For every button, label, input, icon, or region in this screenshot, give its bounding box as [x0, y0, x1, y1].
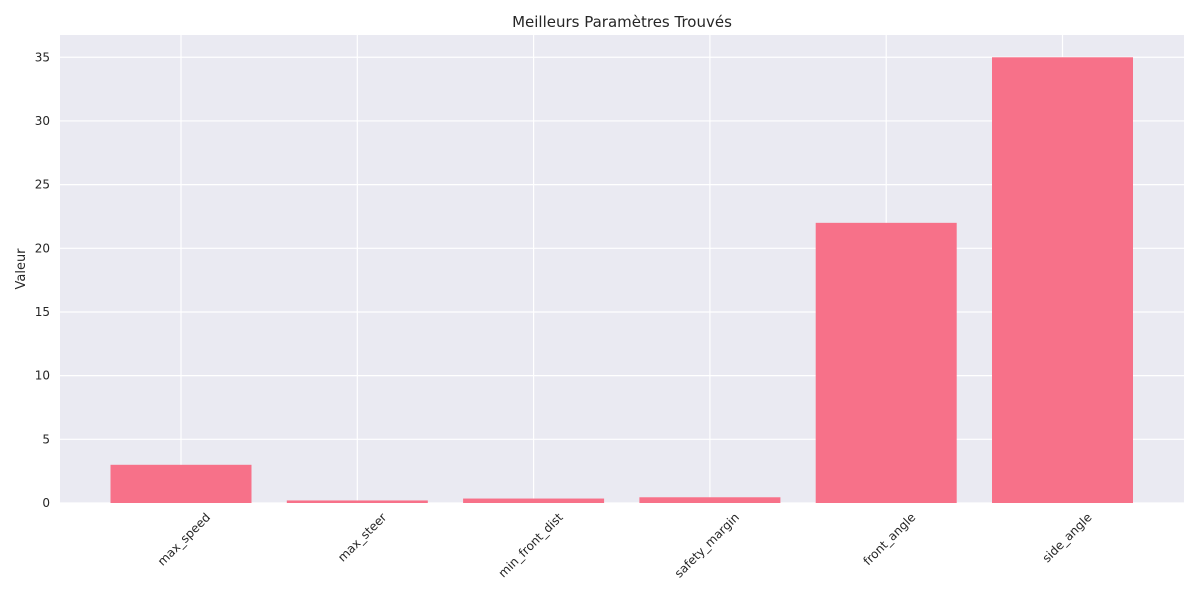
y-axis-ticks: 0 5 10 15 20 25 30 35 — [35, 50, 50, 510]
bar-safety-margin — [639, 497, 781, 503]
bar-front-angle — [815, 222, 957, 503]
bar-max-steer — [286, 500, 428, 503]
bar-min-front-dist — [463, 498, 605, 503]
y-tick-label: 5 — [42, 432, 50, 446]
y-axis-label: Valeur — [14, 248, 29, 290]
x-axis-ticks: max_speed max_steer min_front_dist safety_m… — [155, 510, 1095, 580]
y-tick-label: 15 — [35, 305, 50, 319]
y-tick-label: 25 — [35, 178, 50, 192]
x-tick-label: max_speed — [155, 510, 213, 568]
bar-side-angle — [992, 57, 1133, 504]
y-tick-label: 20 — [35, 241, 50, 255]
bar-max-speed — [110, 464, 252, 503]
bars — [110, 57, 1133, 504]
x-tick-label: max_steer — [335, 510, 389, 564]
y-tick-label: 30 — [35, 114, 50, 128]
x-tick-label: side_angle — [1040, 510, 1095, 565]
chart-title: Meilleurs Paramètres Trouvés — [512, 13, 732, 31]
x-tick-label: front_angle — [860, 510, 918, 568]
y-tick-label: 0 — [42, 496, 50, 510]
x-tick-label: min_front_dist — [496, 510, 566, 580]
x-tick-label: safety_margin — [672, 510, 742, 580]
y-tick-label: 35 — [35, 50, 50, 64]
y-tick-label: 10 — [35, 369, 50, 383]
